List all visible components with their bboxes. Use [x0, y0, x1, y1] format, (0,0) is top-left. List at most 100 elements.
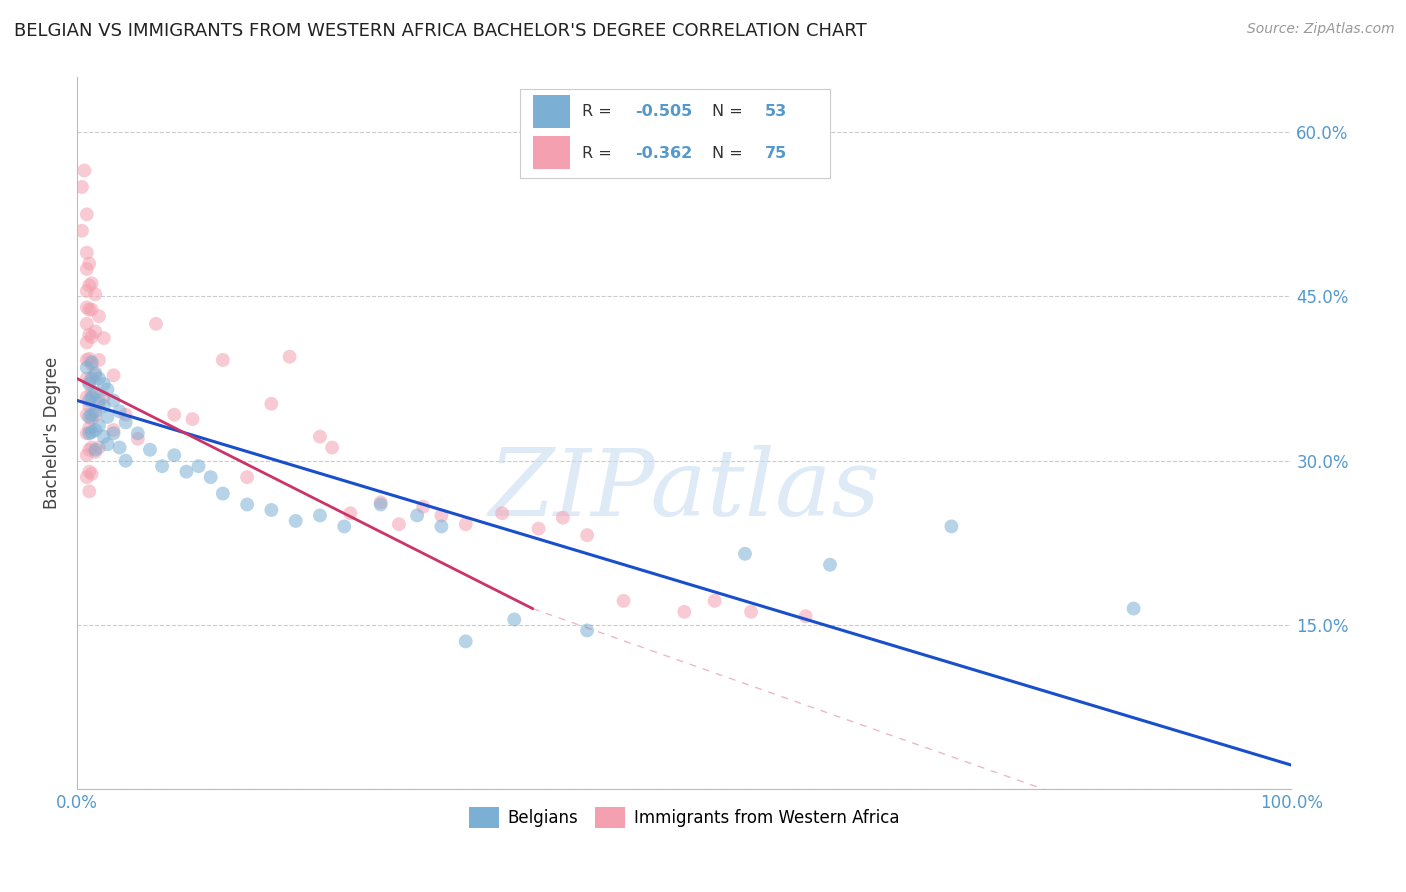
Point	[84, 408, 107, 422]
Point	[139, 442, 162, 457]
Point	[84, 287, 107, 301]
Point	[80, 385, 103, 400]
Point	[76, 317, 98, 331]
Point	[84, 442, 107, 457]
Point	[77, 377, 100, 392]
Point	[236, 470, 259, 484]
Point	[76, 426, 98, 441]
Point	[77, 399, 100, 413]
Point	[84, 445, 107, 459]
Point	[77, 327, 100, 342]
Point	[93, 390, 115, 404]
Point	[527, 522, 550, 536]
Point	[333, 519, 356, 533]
Point	[84, 325, 107, 339]
Point	[77, 375, 100, 389]
Bar	[533, 136, 569, 169]
Point	[454, 634, 477, 648]
Point	[80, 441, 103, 455]
Point	[76, 360, 98, 375]
Point	[430, 508, 453, 523]
Point	[76, 371, 98, 385]
Point	[321, 441, 343, 455]
Point	[87, 393, 110, 408]
Point	[187, 459, 209, 474]
Point	[87, 353, 110, 368]
Point	[76, 284, 98, 298]
Point	[87, 309, 110, 323]
Text: N =: N =	[711, 104, 748, 119]
Point	[211, 486, 233, 500]
Point	[77, 351, 100, 366]
Point	[77, 484, 100, 499]
Text: -0.505: -0.505	[634, 104, 692, 119]
Point	[77, 257, 100, 271]
Point	[103, 393, 125, 408]
Point	[163, 408, 186, 422]
Point	[127, 432, 149, 446]
Point	[84, 423, 107, 437]
Point	[176, 465, 198, 479]
Point	[309, 429, 332, 443]
Point	[76, 245, 98, 260]
Point	[430, 519, 453, 533]
Point	[309, 508, 332, 523]
Point	[551, 510, 574, 524]
Text: R =: R =	[582, 104, 617, 119]
Point	[77, 442, 100, 457]
Point	[87, 397, 110, 411]
Point	[76, 353, 98, 368]
Point	[93, 429, 115, 443]
Point	[491, 506, 513, 520]
Point	[76, 408, 98, 422]
Point	[114, 408, 136, 422]
Point	[370, 495, 392, 509]
Point	[740, 605, 762, 619]
Point	[150, 459, 173, 474]
Point	[77, 409, 100, 424]
Point	[76, 207, 98, 221]
Point	[794, 609, 817, 624]
Point	[181, 412, 204, 426]
Point	[673, 605, 696, 619]
Point	[145, 317, 167, 331]
Point	[80, 277, 103, 291]
Point	[260, 397, 283, 411]
Point	[200, 470, 222, 484]
Text: 53: 53	[765, 104, 787, 119]
Point	[108, 404, 131, 418]
Point	[87, 371, 110, 385]
Point	[576, 624, 599, 638]
Legend: Belgians, Immigrants from Western Africa: Belgians, Immigrants from Western Africa	[463, 801, 905, 834]
Point	[108, 441, 131, 455]
Point	[278, 350, 301, 364]
Point	[103, 423, 125, 437]
Point	[70, 224, 93, 238]
Point	[76, 335, 98, 350]
Point	[103, 368, 125, 383]
Point	[260, 503, 283, 517]
Point	[77, 465, 100, 479]
Y-axis label: Bachelor's Degree: Bachelor's Degree	[44, 357, 60, 509]
Point	[412, 500, 434, 514]
Point	[76, 448, 98, 462]
Point	[454, 517, 477, 532]
Text: Source: ZipAtlas.com: Source: ZipAtlas.com	[1247, 22, 1395, 37]
Point	[941, 519, 963, 533]
Point	[77, 302, 100, 317]
Point	[114, 416, 136, 430]
Point	[80, 408, 103, 422]
Point	[80, 412, 103, 426]
Point	[96, 409, 118, 424]
Point	[93, 331, 115, 345]
Point	[114, 453, 136, 467]
Text: BELGIAN VS IMMIGRANTS FROM WESTERN AFRICA BACHELOR'S DEGREE CORRELATION CHART: BELGIAN VS IMMIGRANTS FROM WESTERN AFRIC…	[14, 22, 868, 40]
Text: 75: 75	[765, 146, 787, 161]
Point	[80, 390, 103, 404]
Point	[163, 448, 186, 462]
Text: -0.362: -0.362	[634, 146, 692, 161]
Point	[80, 425, 103, 440]
Text: R =: R =	[582, 146, 617, 161]
Point	[80, 371, 103, 385]
Point	[73, 163, 96, 178]
